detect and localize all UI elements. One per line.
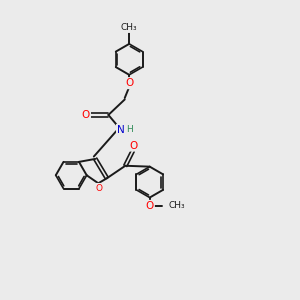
Text: O: O xyxy=(82,110,90,120)
Text: O: O xyxy=(96,184,103,193)
Text: O: O xyxy=(146,201,154,211)
Text: O: O xyxy=(125,78,133,88)
Text: CH₃: CH₃ xyxy=(168,201,185,210)
Text: H: H xyxy=(126,125,133,134)
Text: O: O xyxy=(129,140,137,151)
Text: CH₃: CH₃ xyxy=(121,23,137,32)
Text: N: N xyxy=(117,125,125,135)
